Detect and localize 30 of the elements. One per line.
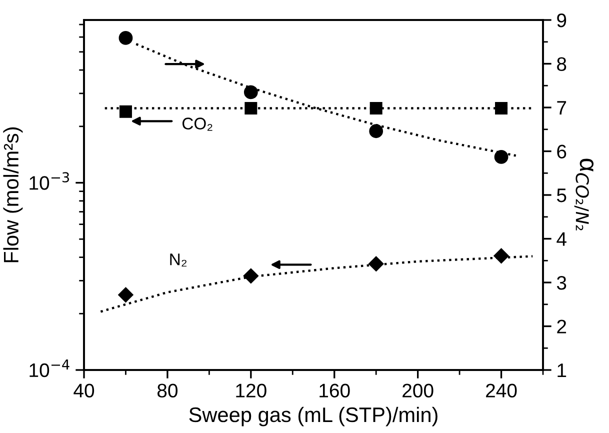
x-tick-label: 120 [236, 384, 266, 398]
y2-tick-label: 3 [556, 276, 566, 290]
point [495, 102, 508, 114]
x-tick-label: 240 [486, 384, 517, 398]
point [119, 105, 132, 118]
x-tick-label: 160 [320, 384, 350, 398]
point [243, 268, 258, 284]
x-tick-label: 80 [157, 384, 178, 398]
y2-tick-label: 9 [557, 13, 566, 28]
point [494, 248, 509, 264]
x-axis-title: Sweep gas (mL (STP)/min) [189, 406, 438, 426]
point [244, 102, 258, 114]
y2-tick-label: 8 [557, 57, 566, 71]
point [370, 102, 382, 114]
y2-tick-label: 2 [557, 320, 566, 334]
x-tick-label: 200 [402, 384, 434, 398]
y2-tick-label: 7 [557, 101, 566, 115]
y-tick-label: 10$^{−3}$ [30, 172, 70, 190]
point [368, 256, 384, 272]
y-tick-label: 10$^{−4}$ [30, 360, 70, 378]
annotation: N₂ [170, 254, 187, 267]
y2-tick-label: 4 [556, 232, 566, 246]
y-axis-title: Flow (mol/m²s) [3, 127, 23, 262]
annotation: CO₂ [182, 118, 212, 131]
x-tick-label: 40 [74, 384, 94, 398]
y2-axis-title: α$_{CO₂/N₂}$ [574, 158, 594, 230]
y2-tick-label: 6 [557, 144, 566, 158]
y2-tick-label: 1 [558, 364, 566, 378]
y2-tick-label: 5 [556, 188, 566, 202]
point [118, 287, 134, 302]
